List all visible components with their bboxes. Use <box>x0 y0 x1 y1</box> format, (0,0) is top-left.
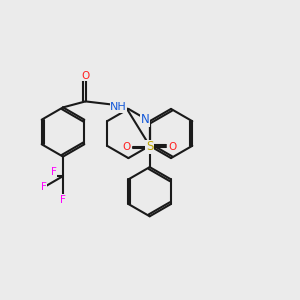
Text: O: O <box>122 142 131 152</box>
Text: F: F <box>51 167 57 177</box>
Text: S: S <box>146 140 153 153</box>
Text: N: N <box>141 113 150 126</box>
Text: O: O <box>81 71 90 81</box>
Text: F: F <box>60 194 66 205</box>
Text: O: O <box>169 142 177 152</box>
Text: F: F <box>40 182 46 192</box>
Text: NH: NH <box>110 102 127 112</box>
